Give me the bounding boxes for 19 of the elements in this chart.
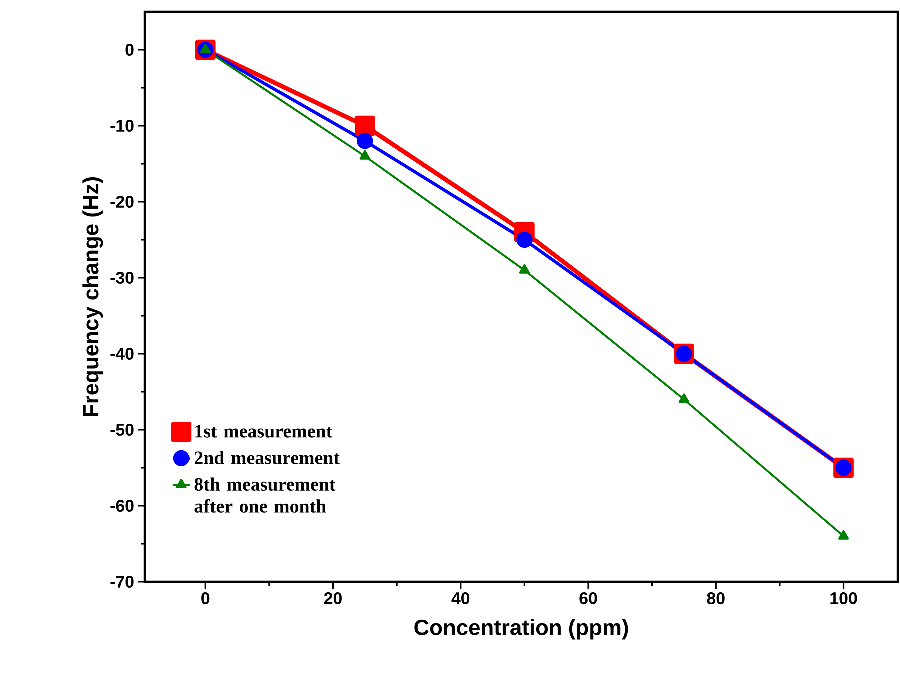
legend-label: 1st measurement <box>196 425 333 438</box>
y-tick-label: -60 <box>110 500 134 512</box>
x-tick-label: 80 <box>707 592 725 604</box>
y-axis-title: Frequency change (Hz) <box>82 178 104 416</box>
y-tick-label: -30 <box>110 272 134 284</box>
legend-label: 2nd measurement <box>194 451 340 464</box>
legend-label: 8th measurement after one month <box>194 478 336 513</box>
y-tick-label: -40 <box>110 348 134 360</box>
y-tick-label: -10 <box>110 120 134 132</box>
y-tick-label: -70 <box>110 576 134 588</box>
y-tick-label: -50 <box>110 424 134 436</box>
y-tick-label: 0 <box>126 44 134 56</box>
x-tick-label: 60 <box>580 592 598 604</box>
x-tick-label: 0 <box>202 592 210 604</box>
x-tick-label: 40 <box>452 592 470 604</box>
x-tick-label: 100 <box>830 592 858 604</box>
x-axis-title: Concentration (ppm) <box>414 619 628 640</box>
y-tick-label: -20 <box>110 196 134 208</box>
x-tick-label: 20 <box>324 592 342 604</box>
